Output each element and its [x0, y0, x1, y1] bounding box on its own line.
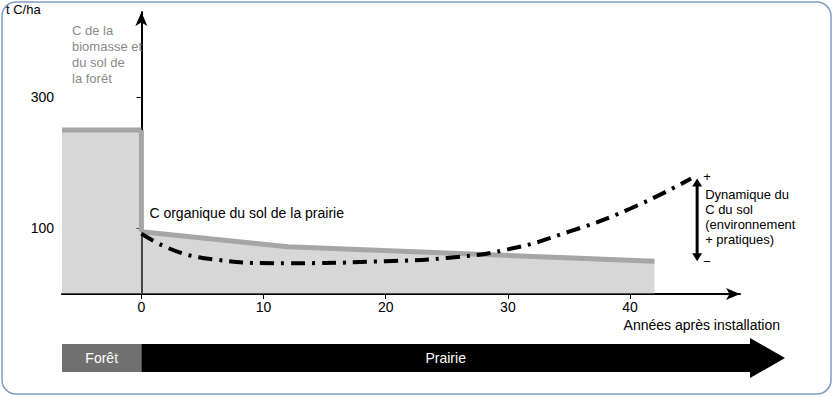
svg-text:C organique du sol de la prair: C organique du sol de la prairie: [149, 205, 344, 221]
svg-text:40: 40: [622, 299, 638, 315]
svg-text:Prairie: Prairie: [425, 350, 466, 366]
svg-text:0: 0: [138, 299, 146, 315]
svg-text:+: +: [703, 169, 711, 184]
svg-text:t C/ha: t C/ha: [6, 2, 41, 17]
svg-text:20: 20: [378, 299, 394, 315]
svg-text:C de la: C de la: [72, 23, 114, 38]
svg-text:100: 100: [31, 220, 55, 236]
svg-text:10: 10: [256, 299, 272, 315]
svg-text:biomasse et: biomasse et: [72, 39, 142, 54]
svg-text:Années après installation: Années après installation: [624, 317, 780, 333]
svg-text:Forêt: Forêt: [85, 350, 118, 366]
svg-text:+ pratiques): + pratiques): [705, 232, 774, 247]
svg-text:Dynamique du: Dynamique du: [705, 187, 789, 202]
svg-text:C du sol: C du sol: [705, 202, 753, 217]
svg-text:(environnement: (environnement: [705, 217, 796, 232]
svg-text:du sol de: du sol de: [72, 55, 125, 70]
svg-text:30: 30: [500, 299, 516, 315]
svg-text:la forêt: la forêt: [72, 71, 112, 86]
svg-text:300: 300: [31, 89, 55, 105]
svg-text:−: −: [703, 254, 711, 269]
